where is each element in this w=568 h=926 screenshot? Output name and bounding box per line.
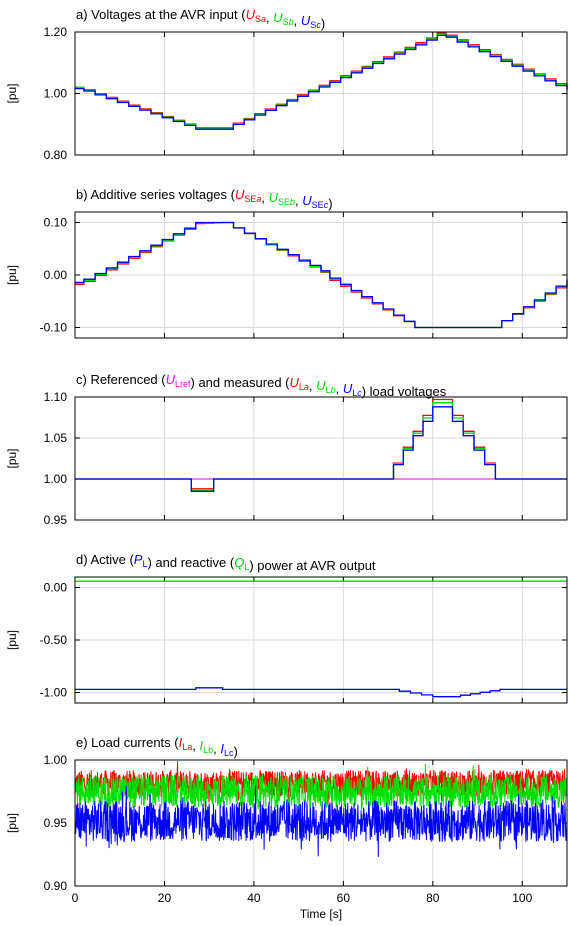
- x-tick-label: 100: [512, 891, 532, 905]
- y-axis-label: [pu]: [5, 448, 19, 468]
- y-tick-label: 0.00: [44, 268, 68, 282]
- panel-title: e) Load currents (ILa, ILb, ILc): [76, 735, 238, 759]
- x-tick-label: 0: [72, 891, 79, 905]
- y-tick-label: 1.00: [44, 753, 68, 767]
- y-tick-label: 1.00: [44, 472, 68, 486]
- series-line-a: [75, 398, 567, 490]
- y-tick-label: 0.00: [44, 581, 68, 595]
- y-tick-label: 0.95: [44, 513, 68, 527]
- y-tick-label: 1.20: [44, 25, 68, 39]
- x-tick-label: 20: [158, 891, 172, 905]
- plot-frame: [74, 576, 568, 704]
- series-line-a: [75, 32, 568, 129]
- series-line-c: [75, 221, 568, 329]
- plot-frame: [74, 211, 568, 339]
- panel-title: d) Active (PL) and reactive (QL) power a…: [76, 552, 376, 573]
- x-tick-label: 40: [247, 891, 261, 905]
- y-tick-label: 0.80: [44, 148, 68, 162]
- x-tick-label: 60: [337, 891, 351, 905]
- series-line-b: [74, 763, 568, 818]
- plot-frame: [74, 759, 568, 887]
- y-axis-label: [pu]: [5, 83, 19, 103]
- y-tick-label: 1.00: [44, 87, 68, 101]
- x-axis: Time [s] 0 20 40 60 80 100: [72, 891, 533, 921]
- y-tick-label: 1.05: [44, 431, 68, 445]
- y-tick-label: 0.90: [44, 879, 68, 893]
- panel-e: 0.90 0.95 1.00 [pu] e) Load currents (ILa, I…: [5, 735, 568, 893]
- y-axis-label: [pu]: [5, 630, 19, 650]
- y-tick-label: 1.10: [44, 390, 68, 404]
- panel-c: 0.95 1.00 1.05 1.10 [pu] c) Referenced (ULref…: [5, 372, 568, 527]
- x-tick-label: 80: [426, 891, 440, 905]
- panel-d: -1.00 -0.50 0.00 [pu] d) Active (PL) and rea…: [5, 552, 568, 704]
- y-tick-label: -1.00: [40, 686, 68, 700]
- plot-frame: [74, 31, 568, 156]
- y-axis-label: [pu]: [5, 265, 19, 285]
- panel-a: 0.80 1.00 1.20 [pu] a) Voltages at the AVR i…: [5, 7, 568, 162]
- series-line-c: [75, 406, 567, 492]
- series-line-b: [75, 33, 568, 130]
- y-tick-label: 0.95: [44, 816, 68, 830]
- panel-b: -0.10 0.00 0.10 [pu] b) Additive series volt…: [5, 187, 568, 339]
- y-tick-label: 0.10: [44, 216, 68, 230]
- y-tick-label: -0.50: [40, 633, 68, 647]
- x-axis-label: Time [s]: [300, 907, 342, 921]
- series-line-c: [74, 784, 568, 858]
- plot-frame: [74, 396, 568, 521]
- series-line-b: [75, 402, 567, 492]
- panel-title: c) Referenced (ULref) and measured (ULa,…: [76, 372, 447, 399]
- series-line-c: [75, 687, 567, 698]
- panel-title: a) Voltages at the AVR input (USa, USb, …: [76, 7, 325, 31]
- series-line-c: [75, 34, 568, 130]
- y-tick-label: -0.10: [40, 321, 68, 335]
- y-axis-label: [pu]: [5, 813, 19, 833]
- panel-title: b) Additive series voltages (USEa, USEb,…: [76, 187, 333, 211]
- panels: 0.80 1.00 1.20 [pu] a) Voltages at the AVR i…: [5, 7, 568, 893]
